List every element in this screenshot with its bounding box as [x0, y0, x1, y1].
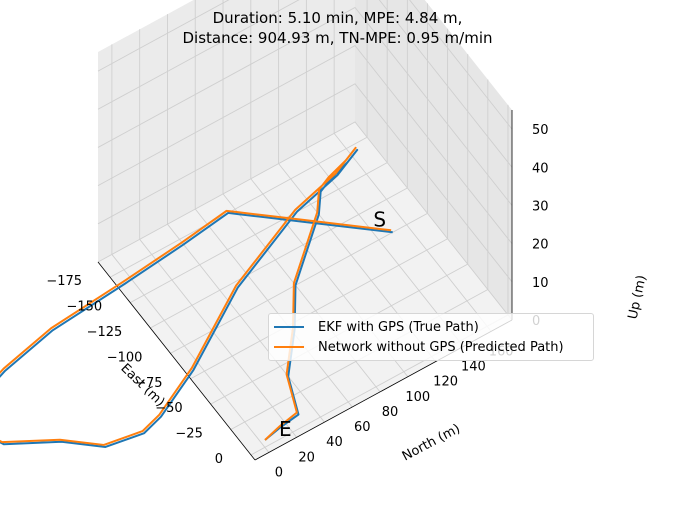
- grid-line-north: [167, 223, 325, 423]
- y-tick-label: 0: [275, 465, 283, 480]
- z-axis-label: Up (m): [626, 274, 650, 321]
- legend-swatch-predicted-path: [274, 346, 304, 348]
- axes-panes: [98, 0, 512, 460]
- legend-label-true-path: EKF with GPS (True Path): [318, 319, 479, 335]
- grid-line-east: [150, 187, 408, 329]
- z-tick-label: 30: [532, 199, 549, 214]
- chart-title: Duration: 5.10 min, MPE: 4.84 m,: [212, 9, 463, 27]
- grid-line-up: [97, 83, 513, 283]
- y-tick-label: 120: [433, 375, 458, 390]
- series-line-predicted-path: [0, 146, 392, 446]
- y-axis-label: North (m): [400, 421, 463, 464]
- z-tick-label: 20: [532, 238, 549, 253]
- y-tick-label: 80: [382, 405, 399, 420]
- grid-line-north: [111, 254, 270, 453]
- z-tick-label: 50: [532, 123, 549, 138]
- grid-line-north: [194, 208, 353, 408]
- grid-line-up: [97, 0, 513, 168]
- series-group: [0, 146, 393, 448]
- series-line-true-path: [0, 148, 393, 448]
- legend: EKF with GPS (True Path) Network without…: [268, 313, 594, 361]
- legend-label-predicted-path: Network without GPS (Predicted Path): [318, 339, 564, 355]
- x-tick-label: −75: [135, 376, 162, 391]
- y-tick-label: 40: [326, 435, 343, 450]
- y-tick-label: 140: [461, 359, 486, 374]
- z-tick-label: 10: [532, 276, 549, 291]
- grid-line-east: [109, 136, 368, 278]
- axes-grid: [97, 0, 513, 456]
- x-tick-label: −175: [46, 274, 82, 289]
- x-tick-label: −50: [155, 401, 182, 416]
- east-axis-line: [97, 261, 256, 461]
- grid-line-up: [97, 0, 513, 130]
- grid-line-up: [97, 6, 513, 206]
- y-tick-label: 60: [354, 420, 371, 435]
- start-marker-label: S: [373, 207, 386, 231]
- grid-line-up: [97, 45, 513, 244]
- legend-entry-predicted-path: Network without GPS (Predicted Path): [274, 338, 564, 356]
- legend-entry-true-path: EKF with GPS (True Path): [274, 318, 479, 336]
- grid-line-east: [129, 162, 388, 304]
- x-tick-label: −25: [175, 427, 202, 442]
- legend-swatch-true-path: [274, 326, 304, 328]
- grid-line-north: [333, 133, 492, 332]
- chart-subtitle: Distance: 904.93 m, TN-MPE: 0.95 m/min: [182, 29, 493, 47]
- z-tick-label: 40: [532, 161, 549, 176]
- x-tick-label: 0: [215, 452, 223, 467]
- x-tick-label: −100: [107, 350, 143, 365]
- x-tick-label: −150: [66, 300, 102, 315]
- y-tick-label: 100: [405, 390, 430, 405]
- grid-line-east: [190, 238, 448, 380]
- left-wall-pane: [98, 0, 355, 262]
- end-marker-label: E: [279, 417, 292, 441]
- grid-line-north: [139, 239, 298, 438]
- x-tick-label: −125: [87, 325, 123, 340]
- grid-line-up: [97, 121, 513, 321]
- y-tick-label: 20: [298, 450, 315, 465]
- floor-pane: [98, 122, 512, 460]
